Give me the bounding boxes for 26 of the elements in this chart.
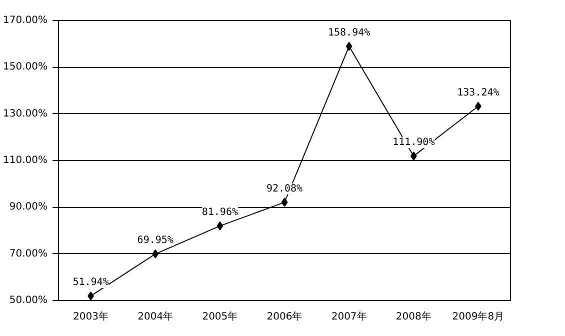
y-tick-label: 50.00% xyxy=(9,295,48,306)
x-tick-label: 2007年 xyxy=(331,310,367,322)
x-tick-label: 2009年8月 xyxy=(452,310,504,322)
point xyxy=(410,152,417,161)
point xyxy=(281,198,288,207)
y-tick-label: 90.00% xyxy=(9,202,48,213)
data-label: 51.94% xyxy=(72,276,109,288)
x-tick-label: 2005年 xyxy=(202,310,238,322)
y-tick-label: 70.00% xyxy=(9,248,48,260)
x-tick-label: 2006年 xyxy=(266,310,302,322)
data-label: 111.90% xyxy=(392,137,435,148)
x-tick-label: 2004年 xyxy=(138,310,174,322)
y-tick-label: 150.00% xyxy=(3,62,48,73)
point xyxy=(216,221,224,230)
data-label: 69.95% xyxy=(137,234,174,246)
x-tick-label: 2008年 xyxy=(396,310,432,322)
data-label: 81.96% xyxy=(202,206,238,218)
y-tick-label: 130.00% xyxy=(3,108,48,120)
y-tick-label: 170.00% xyxy=(3,15,48,26)
point xyxy=(346,42,352,51)
y-tick-label: 110.00% xyxy=(3,155,48,166)
x-tick-label: 2003年 xyxy=(73,310,109,322)
data-label: 158.94% xyxy=(328,27,370,38)
point xyxy=(152,249,159,258)
data-label: 133.24% xyxy=(457,87,500,98)
data-label: 92.08% xyxy=(266,183,303,194)
